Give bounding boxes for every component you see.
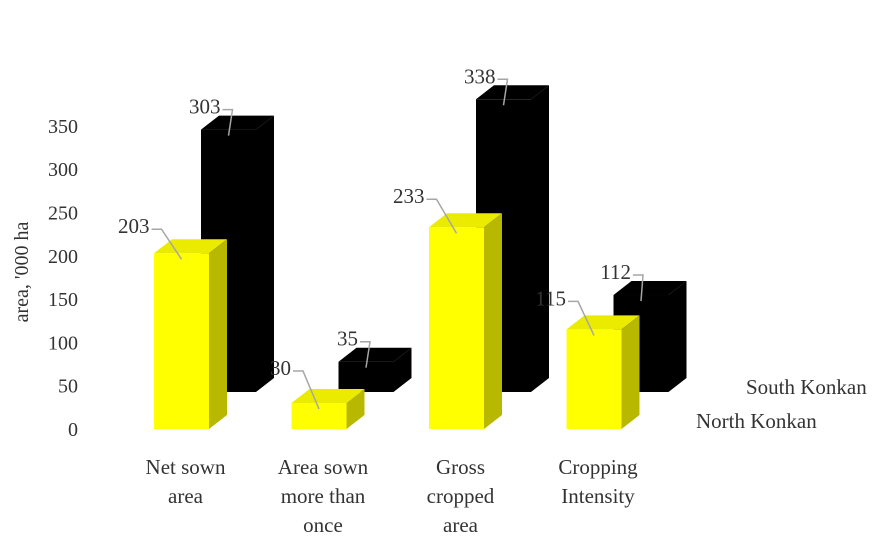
bar-side-face	[209, 239, 227, 429]
data-label-leader	[293, 370, 320, 410]
data-labels: 203 30 233 115 303 35 338 112	[118, 64, 644, 410]
bar-north-konkan-3	[429, 213, 502, 429]
bar-top-face	[154, 239, 227, 254]
category-label: cropped	[427, 484, 495, 508]
bar-north-konkan-4	[566, 315, 640, 429]
data-label-leader	[222, 108, 234, 136]
data-label: 35	[337, 327, 358, 351]
series-label-north-konkan: North Konkan	[696, 409, 817, 433]
bar-front-face	[566, 329, 622, 429]
bar-side-face	[256, 115, 274, 393]
category-label: Cropping	[558, 455, 638, 479]
bar-front-face	[291, 403, 347, 429]
y-tick-label: 0	[68, 419, 78, 441]
series-label-south-konkan: South Konkan	[746, 375, 867, 399]
front-row-layer	[154, 213, 640, 429]
bar-side-face	[531, 85, 549, 393]
category-label: area	[443, 513, 479, 537]
category-label: area	[168, 484, 204, 508]
y-tick-label: 150	[48, 289, 78, 311]
category-labels: Net sown area Area sown more than once Gross c…	[146, 455, 639, 537]
data-label: 30	[270, 356, 291, 380]
category-label: Area sown	[278, 455, 369, 479]
series-labels: North Konkan South Konkan	[696, 375, 867, 433]
bar-top-face	[201, 115, 274, 130]
category-label: more than	[281, 484, 366, 508]
y-tick-label: 300	[48, 159, 78, 181]
data-label: 303	[189, 95, 221, 119]
bar-top-face	[338, 347, 412, 362]
bar-side-face	[668, 281, 687, 392]
category-label: Intensity	[561, 484, 635, 508]
bar-front-face	[429, 227, 484, 429]
data-label: 112	[600, 260, 631, 284]
y-tick-label: 250	[48, 203, 78, 225]
bar-side-face	[393, 347, 412, 392]
data-label: 233	[393, 184, 425, 208]
y-axis-title: area, '000 ha	[11, 221, 33, 322]
y-tick-label: 50	[58, 376, 78, 398]
data-label: 203	[118, 214, 150, 238]
data-label: 338	[464, 64, 496, 88]
y-tick-label: 350	[48, 116, 78, 138]
bar-side-face	[484, 213, 502, 429]
bar-top-face	[291, 389, 365, 404]
bar-side-face	[621, 315, 640, 429]
y-axis: 0 50 100 150 200 250 300 350	[48, 116, 78, 441]
bar-north-konkan-1	[154, 239, 227, 429]
data-label-leader	[633, 274, 644, 302]
bar-front-face	[154, 253, 209, 429]
bar-top-face	[476, 85, 549, 100]
bar-top-face	[613, 281, 687, 296]
bar-side-face	[346, 389, 365, 429]
data-label-leader	[568, 300, 595, 336]
y-tick-label: 200	[48, 246, 78, 268]
category-label: Net sown	[146, 455, 226, 479]
data-label-leader	[360, 340, 371, 368]
data-label: 115	[535, 286, 566, 310]
category-label: once	[303, 513, 343, 537]
category-label: Gross	[436, 455, 485, 479]
bar-south-konkan-2	[338, 347, 412, 392]
bar-north-konkan-2	[291, 389, 365, 429]
bar-top-face	[566, 315, 640, 330]
data-label-leader	[426, 198, 458, 234]
data-label-leader	[151, 228, 183, 260]
y-tick-label: 100	[48, 332, 78, 354]
data-label-leader	[497, 78, 509, 106]
